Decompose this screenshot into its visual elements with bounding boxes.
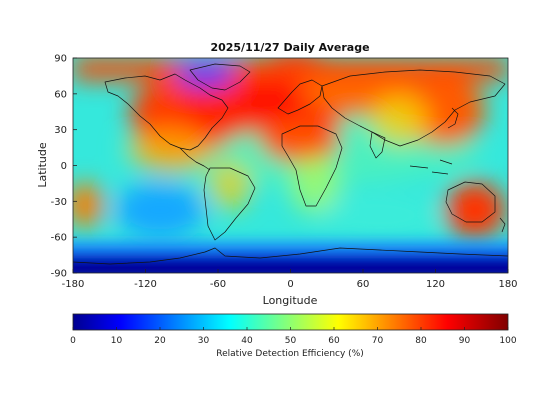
colorbar-tick-label: 0 xyxy=(70,336,76,346)
x-tick-label: 0 xyxy=(287,279,293,290)
x-tick-label: 120 xyxy=(426,279,445,290)
x-tick-label: -180 xyxy=(62,279,85,290)
y-tick-label: 0 xyxy=(61,161,67,172)
y-tick-label: -30 xyxy=(51,197,67,208)
colorbar-tick-label: 40 xyxy=(241,336,253,346)
x-axis-label: Longitude xyxy=(263,294,318,307)
y-axis-label: Latitude xyxy=(36,142,49,188)
y-tick-label: -60 xyxy=(51,233,67,244)
colorbar-tick-label: 50 xyxy=(285,336,297,346)
x-tick-label: 180 xyxy=(498,279,517,290)
heatmap-field xyxy=(73,58,508,273)
chart-title: 2025/11/27 Daily Average xyxy=(210,41,369,54)
colorbar: 0 10 20 30 40 50 60 70 80 90 100 Relative Detectio… xyxy=(70,313,517,359)
y-tick-label: 30 xyxy=(54,125,67,136)
colorbar-tick-label: 80 xyxy=(415,336,427,346)
colorbar-label: Relative Detection Efficiency (%) xyxy=(216,349,364,359)
x-tick-label: -60 xyxy=(210,279,226,290)
x-axis-ticks: -180 -120 -60 0 60 120 180 xyxy=(62,269,518,290)
x-tick-label: -120 xyxy=(134,279,157,290)
colorbar-tick-label: 70 xyxy=(372,336,384,346)
colorbar-tick-label: 20 xyxy=(154,336,166,346)
y-tick-label: 60 xyxy=(54,89,67,100)
colorbar-tick-label: 100 xyxy=(499,336,516,346)
x-tick-label: 60 xyxy=(357,279,370,290)
colorbar-tick-label: 90 xyxy=(459,336,471,346)
colorbar-ticks: 0 10 20 30 40 50 60 70 80 90 100 xyxy=(70,327,517,346)
colorbar-tick-label: 60 xyxy=(328,336,340,346)
y-tick-label: -90 xyxy=(51,269,67,280)
y-tick-label: 90 xyxy=(54,54,67,65)
coastlines xyxy=(73,63,508,265)
y-axis-ticks: 90 60 30 0 -30 -60 -90 xyxy=(51,54,77,280)
colorbar-tick-label: 30 xyxy=(198,336,210,346)
colorbar-tick-label: 10 xyxy=(111,336,123,346)
